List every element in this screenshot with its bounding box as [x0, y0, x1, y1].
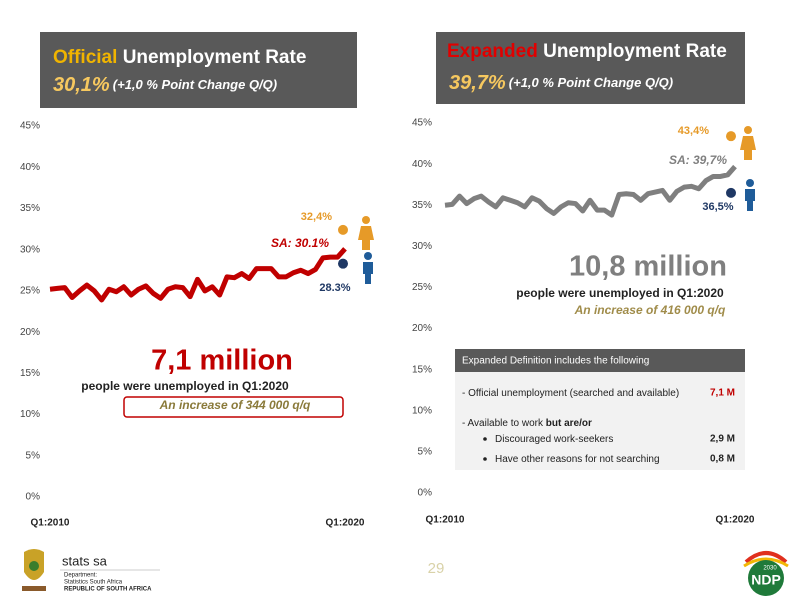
y-tick-label: 5% — [26, 450, 41, 461]
y-tick-label: 15% — [20, 368, 40, 379]
y-tick-label: 0% — [418, 488, 433, 499]
chart-title: Expanded Unemployment Rate — [447, 41, 727, 62]
title-main: Unemployment Rate — [543, 41, 727, 62]
definition-row: - Available to work but are/or — [462, 418, 592, 429]
y-tick-label: 45% — [412, 118, 432, 129]
y-tick-label: 40% — [20, 162, 40, 173]
title-prefix: Expanded — [447, 41, 538, 62]
headline: 30,1% — [53, 74, 110, 96]
callout-big: 10,8 million — [569, 251, 727, 283]
marker — [726, 187, 736, 198]
title-box — [436, 32, 745, 104]
note-frame — [123, 396, 344, 418]
chart-title: Official Unemployment Rate — [53, 47, 306, 68]
definition-row: - Official unemployment (searched and av… — [462, 388, 679, 399]
country: REPUBLIC OF SOUTH AFRICA — [64, 587, 152, 593]
female-icon — [358, 126, 756, 250]
title-box — [40, 32, 357, 108]
ndp-text: NDP — [751, 572, 781, 588]
page-number: 29 — [428, 560, 445, 577]
y-tick-label: 20% — [412, 323, 432, 334]
y-tick-label: 0% — [26, 492, 41, 503]
marker — [338, 258, 348, 269]
callout-note: An increase of 416 000 q/q — [574, 303, 726, 317]
y-tick-label: 25% — [20, 286, 40, 297]
definition-row: Discouraged work-seekers — [495, 434, 613, 445]
ndp-logo — [743, 551, 789, 596]
headline: 39,7% — [449, 72, 506, 94]
callout-note: An increase of 344 000 q/q — [159, 398, 311, 412]
series-line — [444, 164, 737, 218]
title-main: Unemployment Rate — [123, 47, 307, 68]
y-tick-label: 25% — [412, 282, 432, 293]
title-prefix: Official — [53, 47, 117, 68]
y-tick-label: 30% — [412, 241, 432, 252]
row-text: Have other reasons for not searching — [495, 454, 660, 465]
y-tick-label: 35% — [412, 200, 432, 211]
subtitle-text: (+1,0 % Point Change Q/Q) — [509, 75, 673, 90]
bullet — [483, 457, 487, 461]
series-label: SA: 30.1% — [271, 236, 329, 250]
subtitle: 30,1% (+1,0 % Point Change Q/Q) — [53, 74, 277, 96]
marker-label: 32,4% — [301, 211, 332, 223]
male-icon — [363, 179, 755, 284]
row-text: - Available to work — [462, 418, 544, 429]
marker — [338, 224, 348, 235]
definition-header: Expanded Definition includes the followi… — [462, 356, 649, 367]
definition-row: Have other reasons for not searching — [495, 454, 660, 465]
row-value: 7,1 M — [710, 388, 735, 399]
y-tick-label: 40% — [412, 159, 432, 170]
row-value: 0,8 M — [710, 454, 735, 465]
marker — [726, 131, 736, 142]
row-bold: but are/or — [546, 418, 592, 429]
subtitle: 39,7% (+1,0 % Point Change Q/Q) — [449, 72, 673, 94]
marker-label: 28.3% — [319, 282, 350, 294]
series-line — [49, 247, 347, 303]
x-tick-label: Q1:2010 — [426, 515, 465, 526]
bullet — [483, 437, 487, 441]
marker-label: 43,4% — [678, 125, 709, 137]
coat-of-arms — [22, 549, 46, 591]
subtitle-text: (+1,0 % Point Change Q/Q) — [113, 77, 277, 92]
y-tick-label: 35% — [20, 203, 40, 214]
marker-label: 36,5% — [702, 201, 733, 213]
definition-header-bg — [455, 349, 745, 372]
row-text: - Official unemployment (searched and av… — [462, 388, 679, 399]
x-tick-label: Q1:2020 — [716, 515, 755, 526]
callout-text: people were unemployed in Q1:2020 — [81, 379, 289, 393]
y-tick-label: 5% — [418, 447, 433, 458]
y-tick-label: 45% — [20, 121, 40, 132]
department: Department: — [64, 573, 97, 579]
department-name: Statistics South Africa — [64, 580, 123, 586]
y-tick-label: 30% — [20, 244, 40, 255]
callout-big: 7,1 million — [151, 345, 293, 377]
logo-text: stats sa — [62, 553, 108, 568]
y-tick-label: 10% — [20, 409, 40, 420]
row-value: 2,9 M — [710, 434, 735, 445]
callout-text: people were unemployed in Q1:2020 — [516, 286, 724, 300]
series-label: SA: 39,7% — [669, 153, 727, 167]
y-tick-label: 20% — [20, 327, 40, 338]
x-tick-label: Q1:2020 — [326, 518, 365, 529]
y-tick-label: 15% — [412, 364, 432, 375]
x-tick-label: Q1:2010 — [31, 518, 70, 529]
y-tick-label: 10% — [412, 405, 432, 416]
ndp-year: 2030 — [763, 566, 777, 572]
row-text: Discouraged work-seekers — [495, 434, 613, 445]
